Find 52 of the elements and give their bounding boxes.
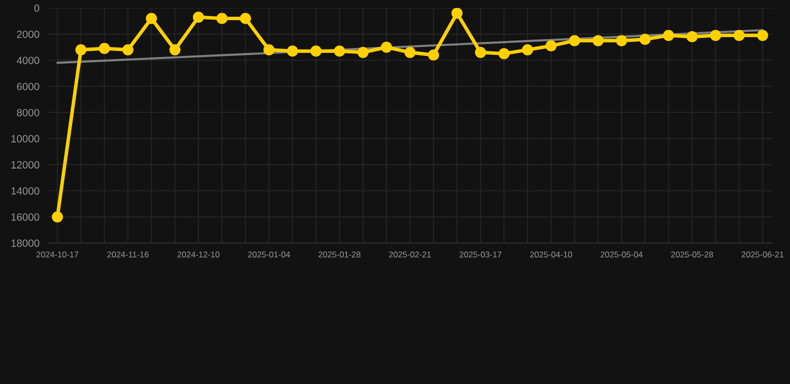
x-tick-label: 2024-10-17 (36, 252, 78, 258)
point (710, 30, 722, 41)
y-tick-label: 4000 (16, 56, 40, 64)
y-tick-label: 14000 (12, 187, 40, 195)
x-tick-label: 2025-06-21 (742, 252, 784, 258)
point (404, 46, 416, 58)
point (592, 35, 604, 46)
y-tick-label: 8000 (16, 108, 40, 116)
point (216, 12, 228, 24)
point (545, 40, 557, 52)
point (498, 48, 510, 60)
y-tick-label: 18000 (12, 240, 40, 247)
x-tick-label: 2025-01-28 (318, 252, 360, 258)
point (334, 46, 346, 57)
point (263, 44, 275, 56)
point (757, 30, 768, 41)
x-tick-label: 2025-03-17 (460, 252, 502, 258)
point (286, 46, 298, 57)
point (52, 211, 63, 222)
x-tick-label: 2025-04-10 (530, 252, 572, 258)
point (122, 44, 134, 56)
point (146, 12, 157, 24)
point (75, 44, 86, 56)
point (192, 12, 204, 23)
point (310, 46, 322, 57)
point (663, 30, 674, 41)
x-tick-label: 2024-11-16 (107, 252, 149, 258)
point (98, 42, 110, 54)
point (734, 30, 745, 41)
y-tick-label: 0 (34, 4, 40, 12)
x-tick-label: 2025-05-04 (600, 252, 643, 258)
y-tick-label: 2000 (17, 30, 40, 38)
point (169, 44, 180, 56)
y-tick-label: 12000 (12, 161, 40, 169)
y-tick-label: 16000 (12, 213, 40, 221)
point (686, 31, 698, 42)
x-tick-label: 2025-01-04 (248, 252, 290, 258)
point (522, 44, 534, 56)
x-tick-label: 2024-12-10 (178, 252, 220, 258)
y-tick-label: 10000 (12, 135, 40, 142)
point (357, 46, 369, 58)
point (616, 35, 628, 46)
point (380, 42, 392, 53)
point (640, 34, 651, 45)
point (451, 8, 463, 19)
point (474, 46, 486, 58)
x-tick-label: 2025-05-28 (671, 252, 714, 258)
y-tick-label: 6000 (17, 82, 40, 90)
point (428, 49, 440, 61)
x-tick-label: 2025-02-21 (389, 252, 431, 258)
point (240, 12, 252, 24)
point (568, 35, 580, 46)
